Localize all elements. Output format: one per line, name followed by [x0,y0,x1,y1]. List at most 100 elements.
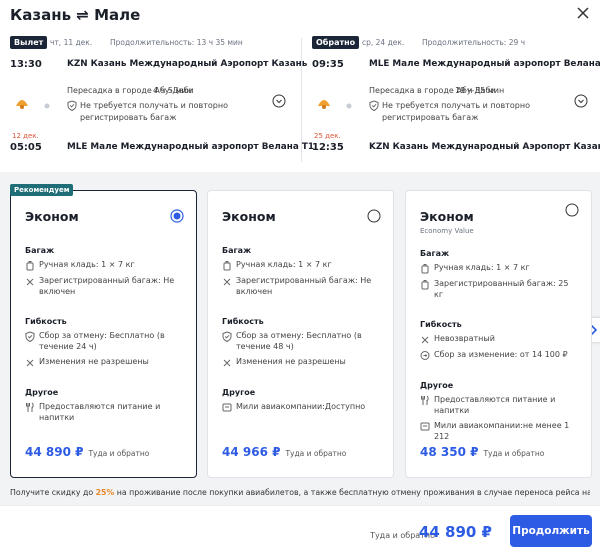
recommended-badge: Рекомендуем [10,184,74,196]
t-dep: 13:30 [10,59,42,70]
promo: Получите скидку до 25% на проживание пос… [10,488,590,497]
fare-feature: Зарегистрированный багаж: 25 кг [420,278,577,300]
flight-column: Обратно ср, 24 дек. Продолжительность: 29 … [312,36,600,166]
fare-feature: Зарегистрированный багаж: Не включен [222,275,379,297]
route-dot [346,103,352,109]
departure-airport: MLE Мале Международный аэропорт Велана Т… [369,59,600,69]
fare-feature: Предоставляются питание и напитки [25,401,182,423]
radio-button[interactable] [367,209,381,223]
feature-text: Ручная кладь: 1 × 7 кг [39,260,135,269]
flight-date: чт, 11 дек. [50,38,93,47]
fare-card[interactable]: Эконом Economy Value Багаж Ручная кладь: 1 … [405,190,592,478]
section-title: Другое [25,388,59,397]
feature-text: Сбор за изменение: от 14 100 ₽ [434,350,568,359]
fare-feature: Сбор за отмену: Бесплатно (в течение 48 … [222,330,379,352]
fare-price: 48 350 ₽ Туда и обратно [420,445,544,459]
feature-icon [26,261,34,271]
section-title: Гибкость [222,317,264,326]
fare-feature: Невозвратный [420,333,577,345]
fare-feature: Сбор за изменение: от 14 100 ₽ [420,349,577,361]
feature-text: Ручная кладь: 1 × 7 кг [434,263,530,272]
feature-text: Изменения не разрешены [236,357,346,366]
note-icon [67,100,77,111]
expand-button[interactable] [574,94,588,108]
transfer-city: Пересадка в городе Абу-Даби [369,86,496,95]
feature-text: Зарегистрированный багаж: Не включен [236,276,372,296]
arrow-icon [590,324,598,336]
expand-button[interactable] [272,94,286,108]
transfer-time: 19 ч 35 мин [455,86,505,95]
feature-icon [26,359,34,367]
transfer-city: Пересадка в городе Абу-Даби [67,86,194,95]
fare-feature: Ручная кладь: 1 × 7 кг [25,259,182,271]
feature-icon [222,403,232,412]
section-title: Багаж [420,249,450,258]
promo-text: Получите скидку до [10,488,96,497]
feature-text: Сбор за отмену: Бесплатно (в течение 24 … [39,331,165,351]
feature-text: Зарегистрированный багаж: 25 кг [434,279,569,299]
title: Казань ⇌ Мале [10,6,141,24]
feature-icon [26,278,34,286]
section-title: Багаж [25,246,55,255]
note-icon [369,100,379,111]
feature-icon [421,336,429,344]
fare-card[interactable]: Рекомендуем Эконом Багаж Ручная кладь: 1 × … [10,184,197,478]
feature-icon [222,331,232,342]
feature-icon [421,395,429,405]
flight-badge: Вылет [10,36,48,49]
t-dep: 09:35 [312,59,344,70]
feature-icon [26,402,34,412]
radio-button[interactable] [170,209,184,223]
arrival-airport: MLE Мале Международный аэропорт Велана Т… [67,142,314,152]
feature-text: Предоставляются питание и напитки [434,395,556,415]
footer-label: Туда и обратно [370,531,435,540]
feature-icon [421,280,429,290]
promo-highlight: 25% [95,488,115,497]
price-note: Туда и обратно [483,449,545,458]
airline-logo [16,100,28,109]
price-value: 48 350 ₽ [420,445,479,459]
flight-column: Вылет чт, 11 дек. Продолжительность: 13 ч … [10,36,314,166]
divider [301,38,302,162]
fare-price: 44 966 ₽ Туда и обратно [222,445,346,459]
flight-duration: Продолжительность: 29 ч [422,38,526,47]
fare-feature: Мили авиакомпании:Доступно [222,401,379,413]
fare-subtitle: Economy Value [420,227,474,235]
fare-feature: Предоставляются питание и напитки [420,394,577,416]
radio-button[interactable] [565,203,579,217]
feature-icon [223,278,231,286]
fare-feature: Изменения не разрешены [222,356,379,368]
arrival-date: 25 дек. [314,132,341,140]
flight-badge: Обратно [312,36,360,49]
feature-text: Невозвратный [434,334,495,343]
airline-logo [318,100,330,109]
flight-duration: Продолжительность: 13 ч 35 мин [110,38,243,47]
t-arr: 12:35 [312,142,344,153]
fare-card[interactable]: Эконом Багаж Ручная кладь: 1 × 7 кг Зарегис… [207,190,394,478]
fare-feature: Ручная кладь: 1 × 7 кг [420,262,577,274]
feature-text: Предоставляются питание и напитки [39,402,161,422]
feature-text: Сбор за отмену: Бесплатно (в течение 48 … [236,331,362,351]
close-button[interactable] [576,6,590,20]
feature-text: Мили авиакомпании:Доступно [236,402,366,411]
feature-icon [420,351,430,360]
fare-name: Эконом [25,209,79,224]
baggage-note: Не требуется получать и повторно регистр… [382,101,531,122]
fare-feature: Сбор за отмену: Бесплатно (в течение 24 … [25,330,182,352]
continue-button[interactable]: Продолжить [510,515,592,547]
flight-date: ср, 24 дек. [362,38,405,47]
fare-feature: Ручная кладь: 1 × 7 кг [222,259,379,271]
fare-name: Эконом [222,209,276,224]
arrival-airport: KZN Казань Международный Аэропорт Казань [369,142,600,152]
price-value: 44 890 ₽ [25,445,84,459]
feature-icon [25,331,35,342]
section-title: Другое [222,388,256,397]
arrival-date: 12 дек. [12,132,39,140]
fare-name: Эконом [420,209,474,224]
feature-icon [223,261,231,271]
section-title: Гибкость [420,320,462,329]
departure-airport: KZN Казань Международный Аэропорт Казань [67,59,308,69]
feature-icon [421,264,429,274]
